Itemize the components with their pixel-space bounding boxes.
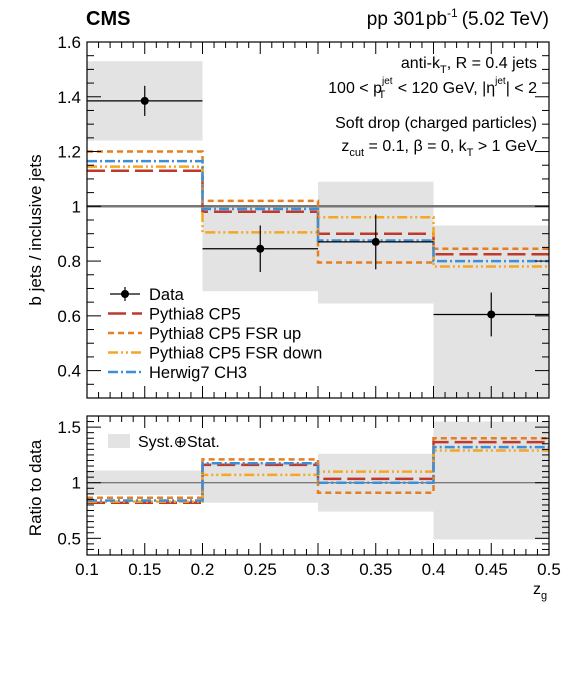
y-tick-label: 1 [72,197,81,216]
cms-label: CMS [86,8,130,30]
legend-label: Pythia8 CP5 [149,306,241,324]
legend-label: Pythia8 CP5 FSR down [149,345,322,363]
data-point [256,244,265,253]
ratio-axes: 0.5 1 1.5 0.1 0.15 0.2 0.25 0.3 0.35 0.4 0.45 0.5 [57,415,561,579]
y-tick-label: 1 [72,474,81,493]
mc-series-ratio [87,436,549,504]
legend-data-marker [121,290,129,298]
annotation-pt: 100 < pjet T < 120 GeV, |ηjet| < 2 [328,76,537,101]
annotation-block: anti-kT, R = 0.4 jets 100 < pjet T < 120 … [328,55,537,159]
legend-label: Pythia8 CP5 FSR up [149,325,301,343]
x-tick-label: 0.25 [244,560,277,579]
data-point [140,96,149,105]
main-axes: 0.4 0.6 0.8 1 1.2 1.4 1.6 [57,33,550,399]
x-tick-label: 0.1 [75,560,99,579]
annotation-jets: anti-kT, R = 0.4 jets [401,55,537,76]
y-tick-label: 1.5 [57,418,81,437]
main-y-axis-title: b jets / inclusive jets [26,154,45,305]
ratio-y-axis-title: Ratio to data [26,439,45,536]
data-point [487,310,496,319]
x-tick-label: 0.2 [191,560,215,579]
annotation-softdrop: Soft drop (charged particles) [335,115,537,132]
y-tick-label: 0.5 [57,529,81,548]
data-points [87,85,549,337]
lumi-label: pp 301pb-1 (5.02 TeV) [367,6,549,30]
legend-label: Herwig7 CH3 [149,364,247,382]
main-panel: 0.4 0.6 0.8 1 1.2 1.4 1.6 [57,33,550,399]
x-tick-label: 0.35 [359,560,392,579]
series-line-ratio [87,445,549,502]
syst-legend-label: Syst.⊕Stat. [138,434,220,451]
y-tick-label: 0.6 [57,307,81,326]
mc-series-main [87,150,549,268]
x-tick-label: 0.5 [537,560,561,579]
annotation-params: zcut = 0.1, β = 0, kT > 1 GeV [341,138,537,159]
y-tick-label: 1.4 [57,88,81,107]
legend-label: Data [149,286,185,304]
y-tick-label: 0.8 [57,252,81,271]
ratio-panel: 0.5 1 1.5 0.1 0.15 0.2 0.25 0.3 0.35 0.4 0.45 0.5 [57,415,561,579]
x-tick-label: 0.15 [128,560,161,579]
x-tick-label: 0.3 [306,560,330,579]
y-tick-label: 0.4 [57,362,81,381]
y-tick-label: 1.6 [57,33,81,52]
syst-legend-swatch [108,434,130,448]
x-tick-label: 0.45 [475,560,508,579]
ratio-legend: Syst.⊕Stat. [108,434,220,451]
x-axis-title: zg [533,581,547,602]
x-tick-label: 0.4 [422,560,446,579]
data-point [371,237,380,246]
series-line-main [87,159,549,263]
y-tick-label: 1.2 [57,143,81,162]
